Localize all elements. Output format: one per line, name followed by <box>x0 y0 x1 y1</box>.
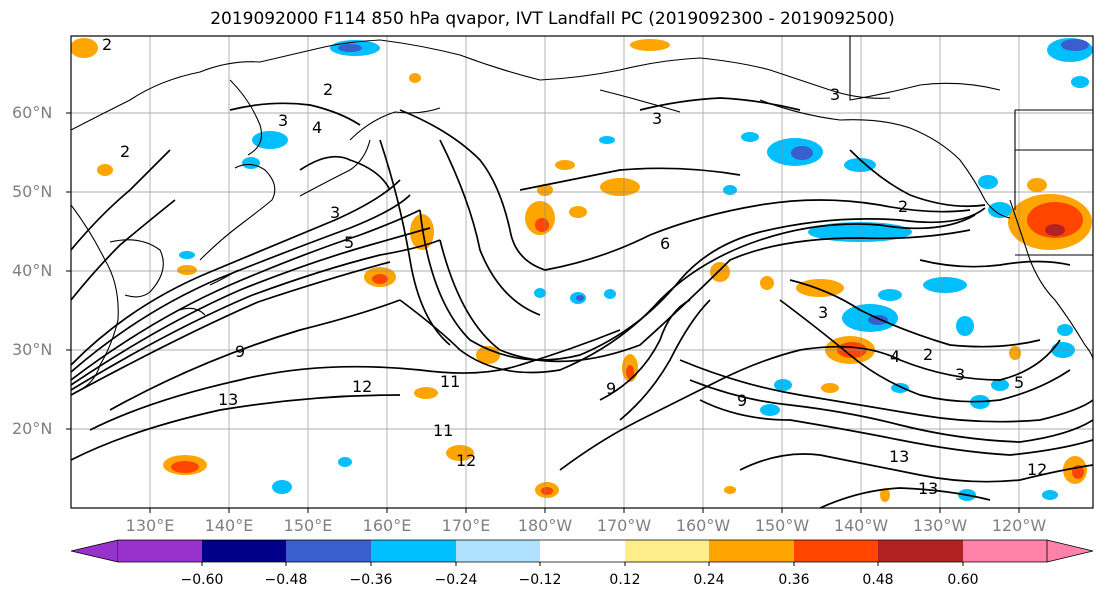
lat-label: 40°N <box>12 261 53 280</box>
colorbar-segment <box>118 540 202 562</box>
colorbar-tick-label: −0.36 <box>349 572 393 588</box>
contour-label: 3 <box>955 365 965 384</box>
colorbar-tick-label: −0.24 <box>434 572 478 588</box>
qvapor-shading <box>71 38 1093 502</box>
contour-label: 2 <box>323 80 333 99</box>
lon-label: 140°W <box>833 516 889 535</box>
colorbar-tick-label: −0.48 <box>264 572 308 588</box>
colorbar-tick-label: 0.36 <box>778 572 810 588</box>
coastlines <box>71 36 1093 391</box>
contour-label: 11 <box>440 372 460 391</box>
contour-label: 9 <box>737 391 747 410</box>
map-frame <box>70 35 1094 509</box>
contour-label: 3 <box>818 303 828 322</box>
map-title: 2019092000 F114 850 hPa qvapor, IVT Land… <box>210 9 895 29</box>
colorbar-segment <box>456 540 540 562</box>
lat-label: 20°N <box>12 419 53 438</box>
contour-label: 3 <box>830 85 840 104</box>
lon-label: 140°E <box>204 516 254 535</box>
axis-ticks <box>66 112 1020 513</box>
colorbar-tick-label: 0.48 <box>862 572 894 588</box>
contour-label: 11 <box>433 421 453 440</box>
lon-label: 130°W <box>912 516 968 535</box>
colorbar-tick-label: 0.60 <box>947 572 979 588</box>
colorbar-segment <box>963 540 1047 562</box>
contour-label: 13 <box>918 479 938 498</box>
lon-label: 130°E <box>125 516 175 535</box>
contour-label: 13 <box>218 390 238 409</box>
colorbar-segment <box>286 540 371 562</box>
lat-label: 60°N <box>12 103 53 122</box>
colorbar-tick-label: −0.12 <box>518 572 562 588</box>
gridlines <box>71 36 1093 508</box>
contour-label: 4 <box>312 118 322 137</box>
contour-label: 5 <box>1014 373 1024 392</box>
ivt-contours <box>71 97 1093 508</box>
lon-label: 170°E <box>441 516 491 535</box>
contour-label: 4 <box>890 347 900 366</box>
contour-label: 2 <box>898 197 908 216</box>
lon-label: 180°W <box>517 516 573 535</box>
map-plot-area: 2 2 3 4 3 3 2 3 5 9 13 12 11 9 9 6 2 3 4… <box>71 35 1093 508</box>
colorbar-segment <box>202 540 286 562</box>
contour-label: 12 <box>456 451 476 470</box>
lat-label: 50°N <box>12 182 53 201</box>
colorbar-segment <box>794 540 878 562</box>
contour-label: 13 <box>889 447 909 466</box>
lon-label: 150°W <box>754 516 810 535</box>
colorbar-segment <box>878 540 963 562</box>
contour-label: 2 <box>923 345 933 364</box>
contour-labels: 2 2 3 4 3 3 2 3 5 9 13 12 11 9 9 6 2 3 4… <box>102 35 1047 498</box>
contour-label: 5 <box>344 233 354 252</box>
lon-label: 160°W <box>675 516 731 535</box>
contour-label: 3 <box>330 203 340 222</box>
colorbar-high-extend <box>1046 539 1094 563</box>
lon-label: 160°E <box>362 516 412 535</box>
contour-label: 3 <box>278 111 288 130</box>
colorbar-segment <box>540 540 625 562</box>
contour-label: 2 <box>120 142 130 161</box>
contour-label: 9 <box>606 379 616 398</box>
lon-label: 170°W <box>596 516 652 535</box>
contour-label: 2 <box>102 35 112 54</box>
lon-label: 150°E <box>283 516 333 535</box>
colorbar-segment <box>709 540 794 562</box>
colorbar-tick-label: −0.60 <box>180 572 224 588</box>
contour-label: 12 <box>352 377 372 396</box>
contour-label: 9 <box>235 342 245 361</box>
colorbar-segment <box>371 540 456 562</box>
lon-label: 120°W <box>991 516 1047 535</box>
contour-label: 12 <box>1027 460 1047 479</box>
colorbar-tick-label: 0.12 <box>609 572 641 588</box>
colorbar-segment <box>625 540 709 562</box>
colorbar-low-extend <box>70 539 119 563</box>
contour-label: 6 <box>660 234 670 253</box>
contour-label: 3 <box>652 109 662 128</box>
lat-label: 30°N <box>12 340 53 359</box>
colorbar-tick-label: 0.24 <box>693 572 725 588</box>
colorbar <box>70 539 1094 566</box>
